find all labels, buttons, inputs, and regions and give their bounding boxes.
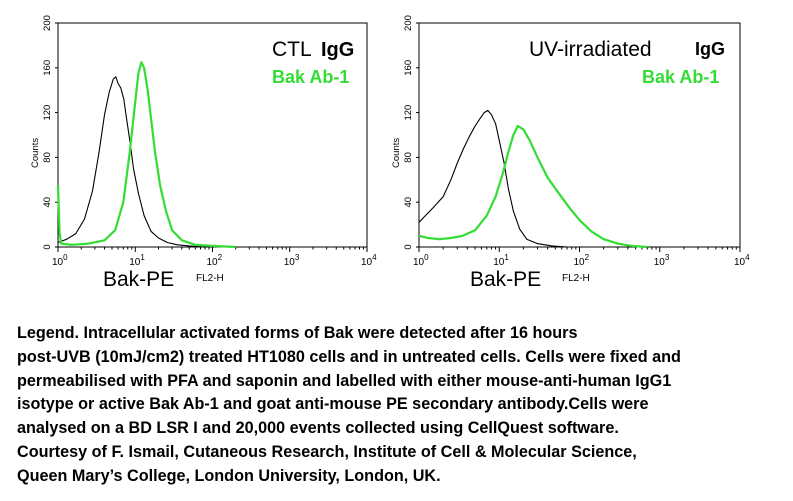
ctl-x-axis-label: Bak-PE xyxy=(103,268,174,291)
ctl-x-tick-label: 100 xyxy=(52,253,68,268)
ctl-y-tick-label: 80 xyxy=(42,152,53,163)
ctl-y-axis-label: Counts xyxy=(30,138,41,168)
uv-series-bak-ab1-histogram xyxy=(418,124,648,249)
uv-annotation-1: UV-irradiated xyxy=(529,38,652,61)
ctl-series-bak-ab1-histogram xyxy=(56,61,236,249)
uv-x-tick-label: 102 xyxy=(574,253,590,268)
legend-line-4: isotype or active Bak Ab-1 and goat anti… xyxy=(17,395,649,414)
uv-x-tick-label: 104 xyxy=(734,253,750,268)
ctl-y-tick-label: 160 xyxy=(42,60,53,76)
figure-legend: Legend. Intracellular activated forms of… xyxy=(17,322,787,489)
uv-x-axis-channel-label: FL2-H xyxy=(562,273,590,284)
ctl-series-igg-histogram xyxy=(57,76,206,248)
uv-x-tick-label: 100 xyxy=(413,253,429,268)
ctl-x-tick-label: 104 xyxy=(361,253,377,268)
uv-x-axis-label: Bak-PE xyxy=(470,268,541,291)
ctl-annotation-1: CTL xyxy=(272,38,312,61)
legend-line-5: analysed on a BD LSR I and 20,000 events… xyxy=(17,419,619,438)
ctl-x-tick-label: 103 xyxy=(284,253,300,268)
uv-y-tick-label: 0 xyxy=(403,244,414,249)
legend-line-1: Legend. Intracellular activated forms of… xyxy=(17,324,578,342)
ctl-x-axis-channel-label: FL2-H xyxy=(196,273,224,284)
ctl-annotation-2: IgG xyxy=(321,39,354,61)
legend-line-6: Courtesy of F. Ismail, Cutaneous Researc… xyxy=(17,442,637,461)
uv-y-axis-label: Counts xyxy=(391,138,402,168)
uv-y-tick-label: 80 xyxy=(403,152,414,163)
uv-x-tick-label: 103 xyxy=(654,253,670,268)
ctl-y-tick-label: 40 xyxy=(42,197,53,208)
histogram-panel-uv-irradiated: 0 40 80 120 160 200 Counts 100 101 102 103 104 Bak-P… xyxy=(391,15,750,291)
uv-y-tick-label: 40 xyxy=(403,197,414,208)
ctl-y-tick-label: 120 xyxy=(42,105,53,121)
histogram-panel-ctl: 0 40 80 120 160 200 Counts 100 101 102 103 104 Bak-P… xyxy=(30,15,377,291)
legend-line-3: permeabilised with PFA and saponin and l… xyxy=(17,371,672,390)
uv-y-tick-label: 200 xyxy=(403,15,414,31)
ctl-y-tick-label: 0 xyxy=(42,244,53,249)
uv-x-tick-label: 101 xyxy=(493,253,509,268)
uv-annotation-2: IgG xyxy=(695,39,725,59)
uv-annotation-3: Bak Ab-1 xyxy=(642,67,719,87)
legend-line-2: post-UVB (10mJ/cm2) treated HT1080 cells… xyxy=(17,347,681,366)
ctl-x-tick-label: 102 xyxy=(207,253,223,268)
uv-y-tick-label: 160 xyxy=(403,60,414,76)
ctl-x-tick-label: 101 xyxy=(129,253,145,268)
uv-y-tick-label: 120 xyxy=(403,105,414,121)
legend-line-7: Queen Mary’s College, London University,… xyxy=(17,466,441,485)
ctl-y-tick-label: 200 xyxy=(42,15,53,31)
ctl-annotation-3: Bak Ab-1 xyxy=(272,67,349,87)
uv-series-igg-histogram xyxy=(418,109,586,248)
